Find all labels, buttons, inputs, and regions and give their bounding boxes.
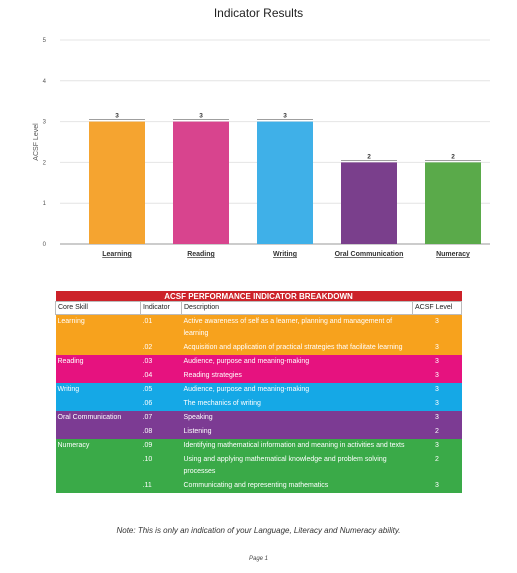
- x-tick-label: Numeracy: [436, 251, 470, 258]
- acsf-level-cell: 3: [435, 386, 439, 393]
- y-tick-label: 0: [43, 242, 47, 248]
- indicator-cell: .10: [142, 456, 153, 463]
- data-label: 3: [283, 113, 287, 120]
- description-cell: Acquisition and application of practical…: [183, 344, 403, 351]
- description-cell: Speaking: [183, 414, 213, 421]
- core-skill-cell: Numeracy: [57, 442, 90, 449]
- acsf-level-cell: 3: [435, 318, 439, 325]
- data-label: 2: [451, 153, 455, 160]
- table-row: .04 Reading strategies 3: [55, 369, 462, 383]
- x-tick-label: Writing: [273, 251, 297, 258]
- core-skill-cell: [56, 397, 141, 411]
- table-row: .10 Using and applying mathematical knowl…: [55, 453, 462, 479]
- disclaimer-note: Note: This is only an indication of your…: [116, 526, 401, 535]
- header-indicator: Indicator: [140, 301, 182, 315]
- bar: [173, 121, 229, 244]
- table-row: .06 The mechanics of writing 3: [55, 397, 462, 411]
- header-acsf-level: ACSF Level: [412, 301, 462, 315]
- table-row: Writing .05 Audience, purpose and meaning-…: [55, 383, 462, 397]
- core-skill-cell: [56, 425, 141, 439]
- indicator-cell: .07: [142, 414, 153, 421]
- indicator-breakdown-table: ACSF PERFORMANCE INDICATOR BREAKDOWN Cor…: [55, 291, 462, 493]
- acsf-level-cell: 3: [435, 344, 439, 351]
- description-cell: Identifying mathematical information and…: [183, 442, 405, 449]
- x-tick-label: Reading: [187, 251, 215, 258]
- acsf-level-cell: 2: [435, 456, 439, 463]
- description-cell: Active awareness of self as a learner, p…: [183, 318, 393, 337]
- data-label: 3: [115, 113, 119, 120]
- indicator-cell: .05: [142, 386, 153, 393]
- description-cell: Reading strategies: [183, 372, 242, 379]
- indicator-cell: .01: [142, 318, 153, 325]
- indicator-cell: .04: [142, 372, 153, 379]
- core-skill-cell: [56, 479, 141, 493]
- acsf-level-cell: 3: [435, 400, 439, 407]
- indicator-cell: .02: [142, 344, 153, 351]
- y-axis-label: ACSF Level: [33, 123, 40, 161]
- x-tick-label: Oral Communication: [335, 251, 404, 258]
- x-tick-label: Learning: [102, 251, 132, 258]
- description-cell: The mechanics of writing: [183, 400, 261, 407]
- table-row: .08 Listening 2: [55, 425, 462, 439]
- y-tick-label: 5: [43, 38, 47, 44]
- bar: [89, 121, 145, 244]
- acsf-level-cell: 2: [435, 428, 439, 435]
- core-skill-cell: [56, 341, 141, 355]
- data-label: 3: [199, 113, 203, 120]
- bar: [341, 162, 397, 244]
- acsf-level-cell: 3: [435, 372, 439, 379]
- indicator-cell: .09: [142, 442, 153, 449]
- y-tick-label: 2: [43, 160, 47, 166]
- core-skill-cell: [56, 453, 141, 479]
- bar: [425, 162, 481, 244]
- core-skill-cell: Writing: [57, 386, 80, 393]
- table-row: Reading .03 Audience, purpose and meaning-…: [55, 355, 462, 369]
- description-cell: Audience, purpose and meaning-making: [183, 386, 310, 393]
- description-cell: Audience, purpose and meaning-making: [183, 358, 310, 365]
- table-banner: ACSF PERFORMANCE INDICATOR BREAKDOWN: [55, 291, 462, 302]
- bar: [257, 121, 313, 244]
- table-row: Learning .01 Active awareness of self as a…: [55, 314, 462, 341]
- core-skill-cell: [56, 369, 141, 383]
- chart-title: Indicator Results: [213, 6, 304, 20]
- acsf-level-cell: 3: [435, 414, 439, 421]
- description-cell: Communicating and representing mathemati…: [183, 482, 329, 489]
- page-number: Page 1: [248, 556, 269, 562]
- table-row: .02 Acquisition and application of practi…: [55, 341, 462, 355]
- description-cell: Listening: [183, 428, 212, 435]
- header-description: Description: [181, 301, 413, 315]
- core-skill-cell: Learning: [57, 318, 85, 325]
- y-tick-label: 1: [43, 201, 47, 207]
- indicator-cell: .03: [142, 358, 153, 365]
- y-tick-label: 4: [43, 79, 47, 85]
- table-row: .11 Communicating and representing mathem…: [55, 479, 462, 493]
- acsf-level-cell: 3: [435, 442, 439, 449]
- y-tick-label: 3: [43, 120, 47, 126]
- indicator-cell: .08: [142, 428, 153, 435]
- indicator-cell: .11: [142, 482, 152, 489]
- header-core-skill: Core Skill: [55, 301, 141, 315]
- acsf-level-cell: 3: [435, 482, 439, 489]
- core-skill-cell: Reading: [57, 358, 84, 365]
- table-row: Numeracy .09 Identifying mathematical info…: [55, 439, 462, 453]
- data-label: 2: [367, 153, 371, 160]
- description-cell: Using and applying mathematical knowledg…: [183, 456, 387, 475]
- indicator-cell: .06: [142, 400, 153, 407]
- acsf-level-cell: 3: [435, 358, 439, 365]
- table-row: Oral Communication .07 Speaking 3: [55, 411, 462, 425]
- core-skill-cell: Oral Communication: [57, 414, 122, 421]
